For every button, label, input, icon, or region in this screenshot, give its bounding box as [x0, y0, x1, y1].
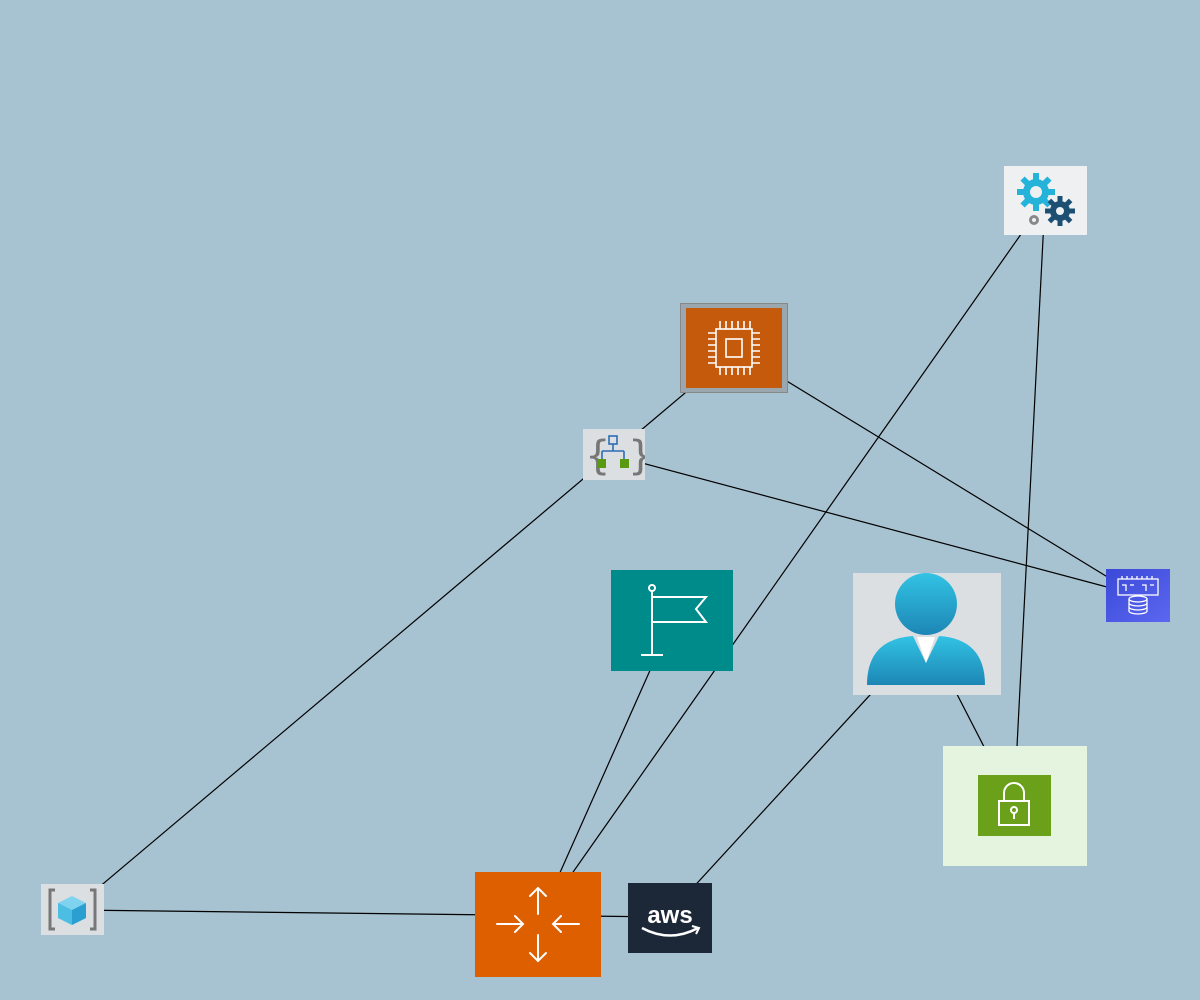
- aws-logo-icon: aws: [628, 883, 712, 953]
- router-arrows-icon: [475, 872, 601, 977]
- svg-text:{: {: [585, 433, 610, 479]
- router-arrows-node[interactable]: [475, 872, 601, 977]
- hierarchy-braces-icon: { }: [583, 429, 645, 480]
- security-lock-node[interactable]: [943, 746, 1087, 866]
- user-person-node[interactable]: [853, 573, 1001, 695]
- aws-logo-text: aws: [647, 902, 692, 929]
- flag-icon: [611, 570, 733, 671]
- lock-icon: [943, 746, 1087, 866]
- cube-braces-icon: [41, 884, 104, 935]
- processor-chip-node[interactable]: [680, 303, 788, 393]
- milestone-flag-node[interactable]: [611, 570, 733, 671]
- edge-processor-chip-to-database-memory: [735, 349, 1138, 596]
- hierarchy-braces-node[interactable]: { }: [583, 429, 645, 480]
- database-memory-node[interactable]: [1106, 569, 1170, 622]
- processor-chip-icon: [680, 303, 788, 393]
- edge-security-lock-to-gear-settings: [1009, 199, 1050, 806]
- database-memory-icon: [1106, 569, 1170, 622]
- aws-logo-node[interactable]: aws: [628, 883, 712, 953]
- user-icon: [853, 573, 1001, 695]
- svg-text:}: }: [628, 433, 645, 479]
- gear-settings-node[interactable]: [1004, 166, 1087, 235]
- container-cube-node[interactable]: [41, 884, 104, 935]
- gear-settings-icon: [1004, 166, 1087, 235]
